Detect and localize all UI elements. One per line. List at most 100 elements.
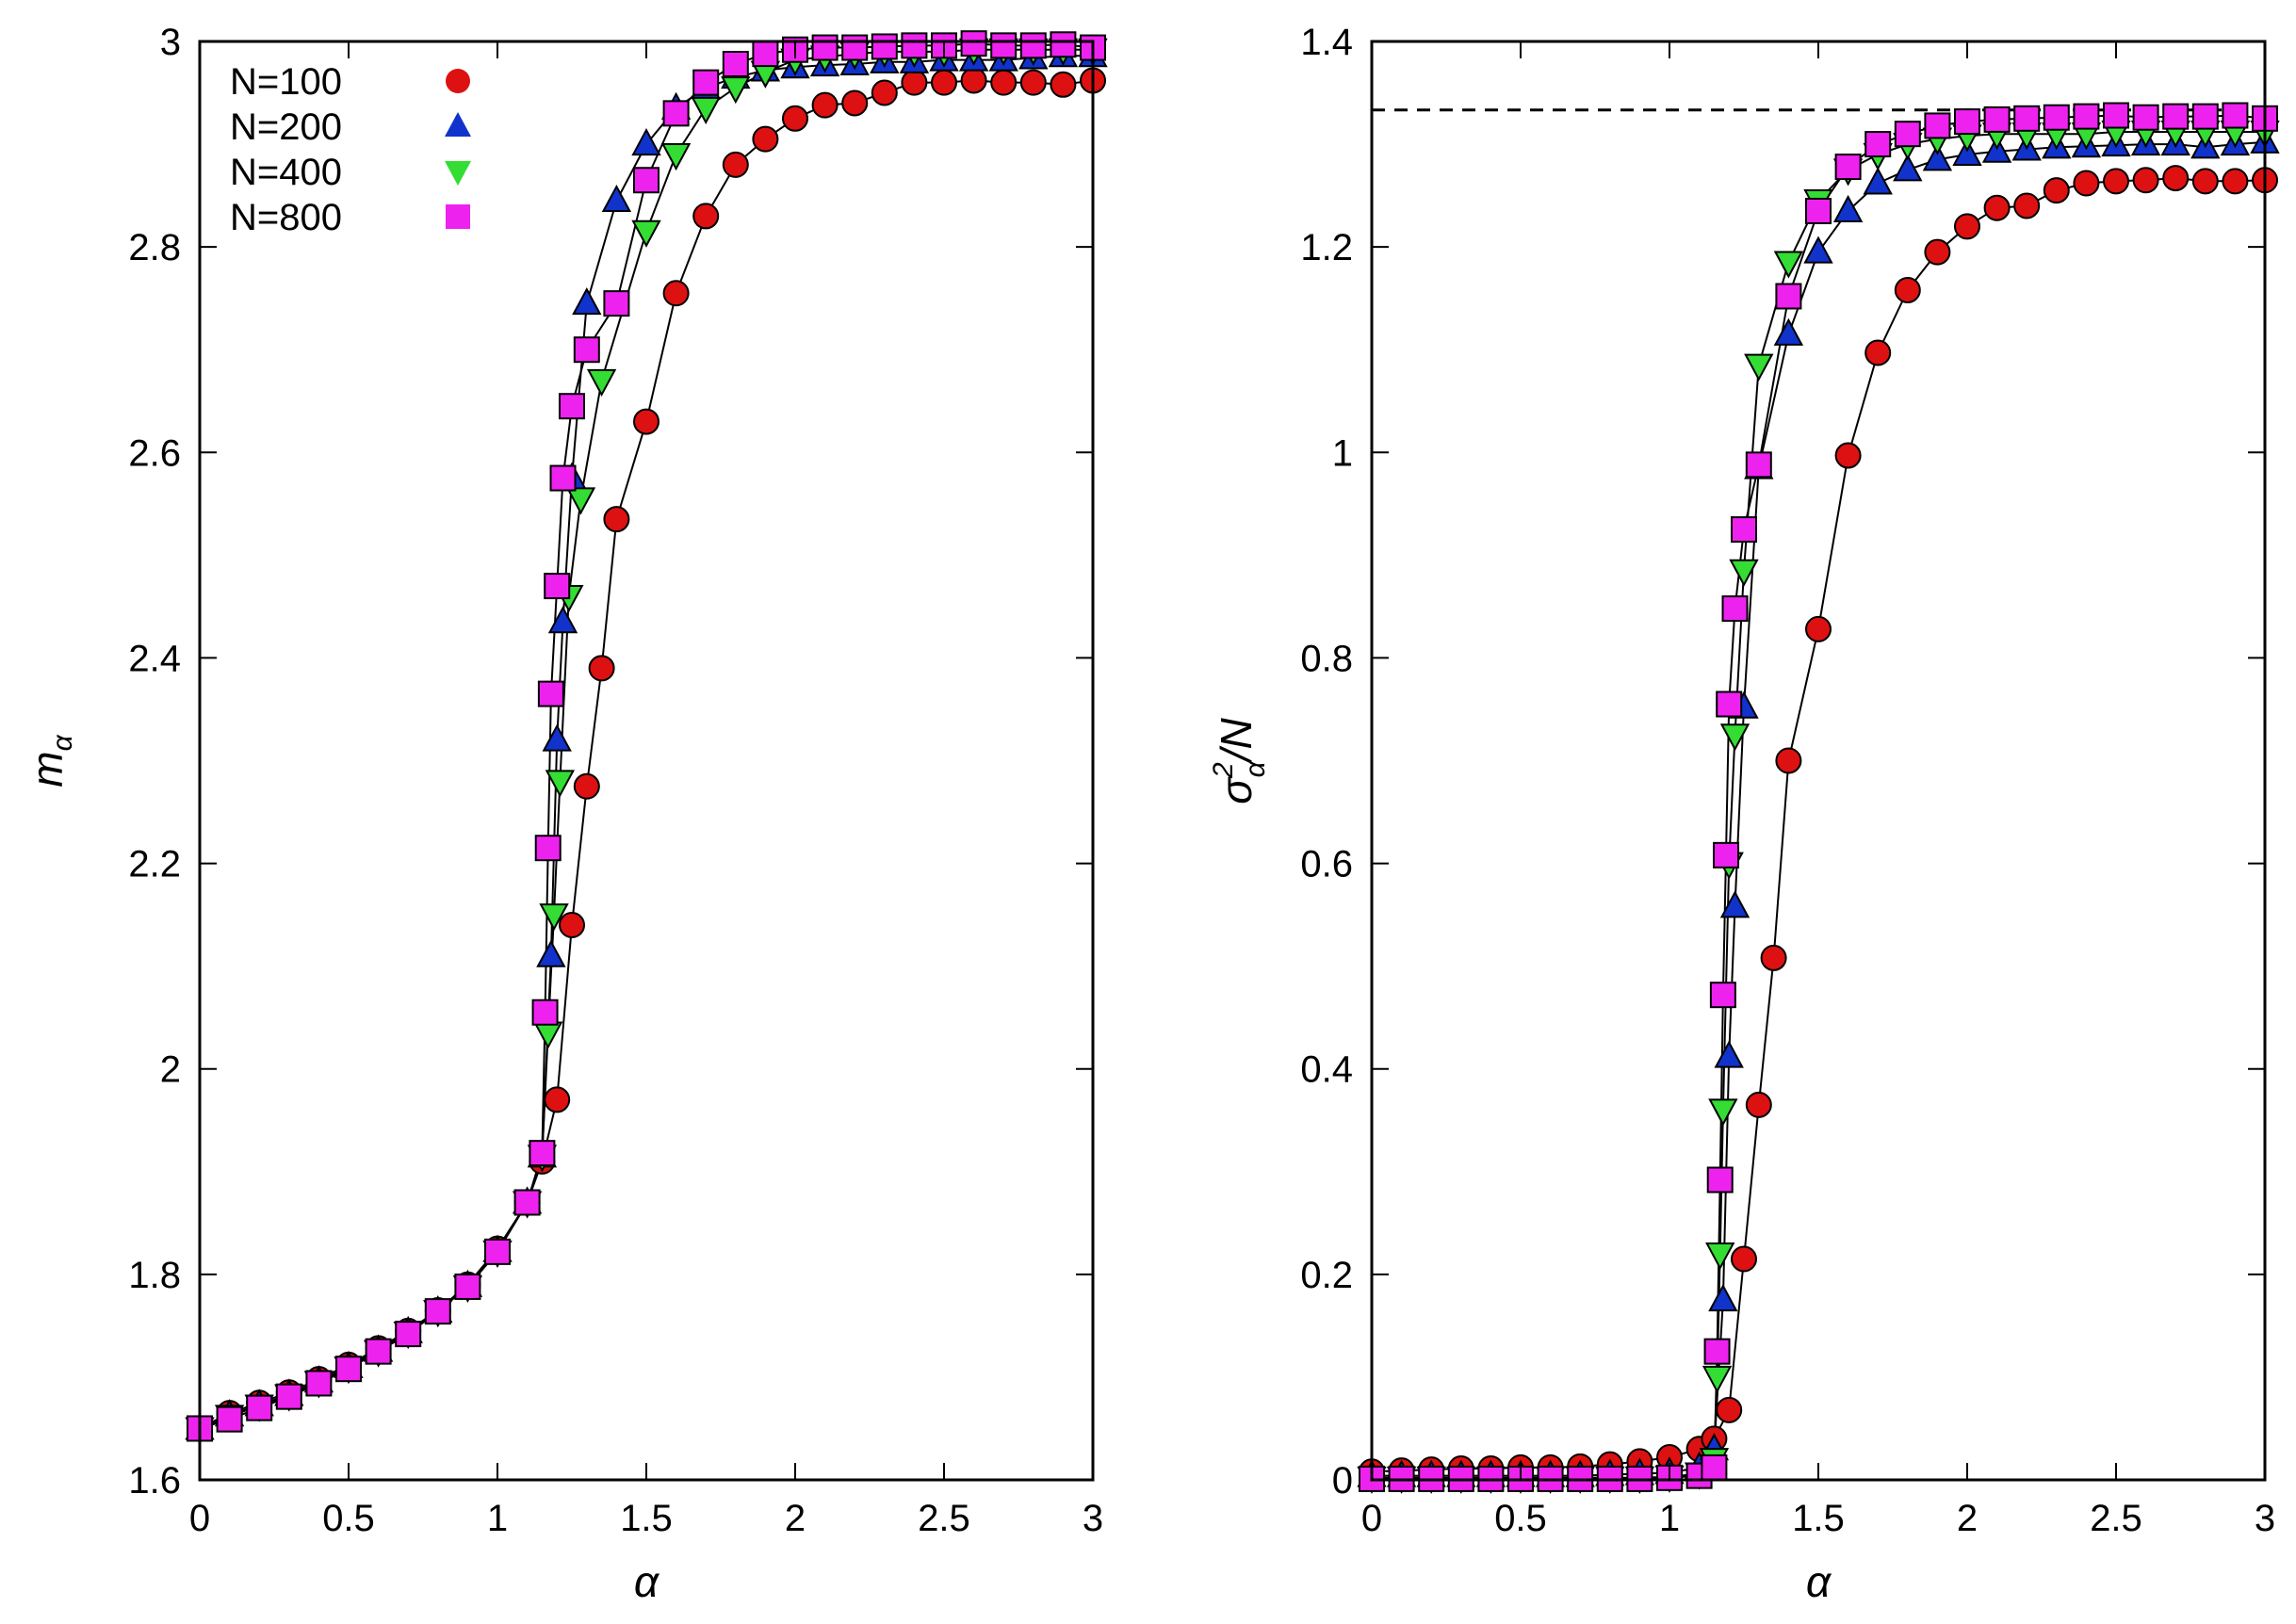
x-axis-label-left: α xyxy=(634,1557,660,1606)
data-point-n100 xyxy=(2191,168,2219,195)
x-tick-label: 3 xyxy=(1083,1498,1103,1539)
y-tick-label: 0.8 xyxy=(1300,638,1353,679)
data-point-n400 xyxy=(1729,559,1759,587)
data-point-n100 xyxy=(901,69,928,96)
y-tick-label: 0.4 xyxy=(1300,1049,1353,1091)
data-point-n800 xyxy=(1805,197,1832,224)
y-tick-label: 2.8 xyxy=(128,227,181,268)
series-line-n200 xyxy=(199,55,1093,1430)
data-point-n100 xyxy=(931,69,957,96)
y-tick-label: 3 xyxy=(160,22,181,63)
y-tick-label: 0.6 xyxy=(1300,844,1353,885)
data-point-n800 xyxy=(573,336,600,364)
data-point-n100 xyxy=(2013,192,2041,219)
data-point-n800 xyxy=(534,835,562,862)
data-point-n800 xyxy=(752,41,779,68)
data-point-n100 xyxy=(544,1086,571,1113)
y-tick-label: 2.6 xyxy=(128,432,181,474)
legend-entry-n800: N=800 xyxy=(230,197,470,238)
data-point-n100 xyxy=(2103,168,2129,195)
data-point-n800 xyxy=(529,1140,556,1167)
y-tick-label: 2.4 xyxy=(128,638,181,679)
data-point-n100 xyxy=(1760,944,1787,971)
data-point-n100 xyxy=(1716,1396,1743,1423)
y-tick-label: 2.2 xyxy=(128,844,181,885)
legend-entry-n400: N=400 xyxy=(230,152,471,193)
chart-sigma-squared-over-n: 0 0.5 1 1.5 2 2.5 300.20.40.60.811.21.4 α σ2α/… xyxy=(1208,22,2280,1606)
data-point-n400 xyxy=(1773,251,1804,279)
y-tick-label: 1.2 xyxy=(1300,227,1353,268)
data-point-n400 xyxy=(631,219,661,248)
y-tick-label: 1.4 xyxy=(1300,22,1353,63)
data-point-n400 xyxy=(721,76,751,105)
x-tick-label: 1.5 xyxy=(620,1498,673,1539)
data-point-n800 xyxy=(1703,1338,1731,1365)
data-point-n200 xyxy=(1952,138,1982,166)
legend-marker-n200 xyxy=(445,112,471,137)
data-point-n100 xyxy=(841,89,869,117)
data-point-n100 xyxy=(1731,1245,1757,1273)
data-point-n100 xyxy=(2043,177,2070,204)
data-point-n100 xyxy=(1924,238,1951,266)
data-point-n800 xyxy=(1716,690,1743,718)
data-point-n100 xyxy=(1894,276,1921,303)
data-point-n100 xyxy=(1745,1091,1772,1118)
data-point-n800 xyxy=(1834,154,1862,181)
data-point-n800 xyxy=(692,69,720,96)
data-point-n800 xyxy=(2191,103,2219,130)
data-point-n800 xyxy=(216,1405,243,1433)
legend-entry-n100: N=100 xyxy=(230,61,470,103)
y-tick-label: 2 xyxy=(160,1049,181,1091)
data-point-n100 xyxy=(1834,442,1862,469)
y-axis-label-right-tail: /N xyxy=(1212,717,1261,764)
data-point-n800 xyxy=(1701,1453,1728,1481)
x-tick-label: 0.5 xyxy=(322,1498,375,1539)
data-point-n400 xyxy=(660,142,692,171)
data-point-n800 xyxy=(559,393,585,420)
data-point-n800 xyxy=(1050,31,1077,58)
data-point-n400 xyxy=(1744,353,1774,382)
y-tick-label: 1.8 xyxy=(128,1255,181,1296)
x-tick-label: 2 xyxy=(1957,1498,1978,1539)
data-point-n400 xyxy=(565,487,596,515)
data-point-n800 xyxy=(960,30,987,57)
data-point-n100 xyxy=(559,912,585,939)
y-tick-label: 0.2 xyxy=(1300,1255,1353,1296)
data-point-n400 xyxy=(1708,1098,1738,1127)
data-point-n800 xyxy=(1731,516,1757,544)
data-point-n800 xyxy=(2132,104,2159,131)
x-tick-label: 0 xyxy=(189,1498,210,1539)
data-point-n200 xyxy=(1922,143,1953,171)
data-point-n100 xyxy=(752,125,779,153)
legend-label-n200: N=200 xyxy=(230,106,342,148)
data-point-n800 xyxy=(1709,982,1736,1009)
data-point-n800 xyxy=(454,1273,481,1300)
y-axis-label-right-sub: α xyxy=(1240,760,1271,777)
y-tick-label: 0 xyxy=(1332,1460,1353,1502)
data-point-n800 xyxy=(901,32,928,59)
data-point-n100 xyxy=(871,79,898,106)
data-point-n800 xyxy=(537,680,564,707)
y-axis-label-right-sup: 2 xyxy=(1208,762,1239,779)
data-point-n100 xyxy=(2132,167,2159,194)
data-point-n800 xyxy=(841,34,869,61)
data-point-n200 xyxy=(1863,167,1893,195)
data-point-n200 xyxy=(601,184,632,213)
data-point-n100 xyxy=(603,506,630,533)
x-tick-label: 3 xyxy=(2255,1498,2275,1539)
data-point-n200 xyxy=(1719,890,1750,918)
y-tick-label: 1.6 xyxy=(128,1460,181,1502)
data-point-n100 xyxy=(633,408,659,435)
data-point-n800 xyxy=(722,50,749,77)
data-point-n400 xyxy=(1719,723,1750,752)
series-line-n400 xyxy=(199,48,1093,1430)
data-point-n800 xyxy=(365,1338,392,1365)
data-point-n800 xyxy=(544,573,571,600)
data-point-n100 xyxy=(2222,168,2249,195)
data-point-n800 xyxy=(2162,103,2190,130)
data-point-n100 xyxy=(1864,339,1892,366)
x-axis-label-right: α xyxy=(1806,1557,1832,1606)
data-point-n100 xyxy=(1019,69,1047,96)
data-point-n200 xyxy=(1832,194,1864,222)
